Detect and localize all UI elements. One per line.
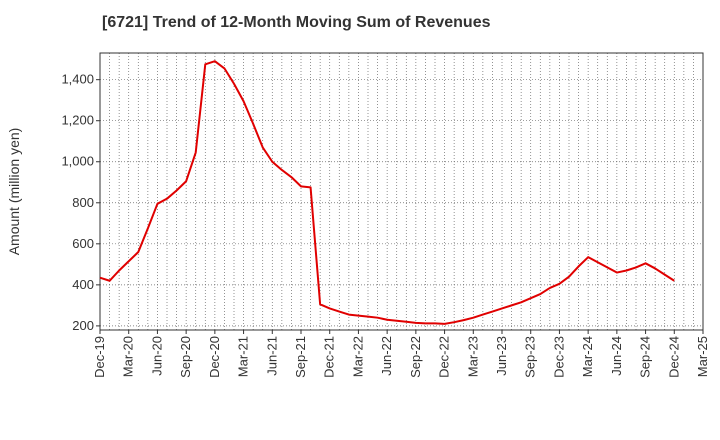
x-tick-label: Mar-21 [236,336,251,377]
x-tick-label: Dec-19 [92,336,107,378]
x-tick-label: Mar-23 [465,336,480,377]
axis-layer [96,52,704,334]
x-tick-label: Sep-21 [293,336,308,378]
y-tick-label: 1,200 [61,113,94,128]
x-tick-label: Sep-23 [523,336,538,378]
y-tick-label: 1,000 [61,154,94,169]
y-tick-label: 1,400 [61,72,94,87]
x-tick-label: Dec-20 [207,336,222,378]
x-tick-label: Sep-24 [638,336,653,378]
x-tick-label: Dec-24 [666,336,681,378]
x-tick-label: Sep-22 [408,336,423,378]
label-layer: 200 400 600 800 1,000 1,200 1,400 Dec-19 Mar-20 J… [6,72,710,378]
x-tick-label: Sep-20 [178,336,193,378]
x-tick-label: Mar-22 [350,336,365,377]
x-tick-label: Mar-25 [695,336,710,377]
series-layer [99,60,675,325]
y-tick-label: 800 [72,195,94,210]
x-tick-label: Dec-22 [437,336,452,378]
x-tick-label: Jun-22 [379,336,394,376]
x-tick-label: Jun-20 [149,336,164,376]
x-tick-label: Jun-24 [609,336,624,376]
y-tick-label: 600 [72,236,94,251]
x-tick-label: Mar-20 [121,336,136,377]
y-tick-label: 400 [72,277,94,292]
x-tick-label: Dec-23 [551,336,566,378]
x-tick-label: Mar-24 [580,336,595,377]
chart-title: [6721] Trend of 12-Month Moving Sum of R… [102,14,491,31]
y-axis-title: Amount (million yen) [6,128,22,256]
x-tick-label: Jun-21 [264,336,279,376]
y-tick-label: 200 [72,318,94,333]
revenue-line [99,60,675,325]
grid-layer [100,53,703,330]
plot-frame [99,52,704,331]
x-tick-label: Dec-21 [322,336,337,378]
x-tick-label: Jun-23 [494,336,509,376]
